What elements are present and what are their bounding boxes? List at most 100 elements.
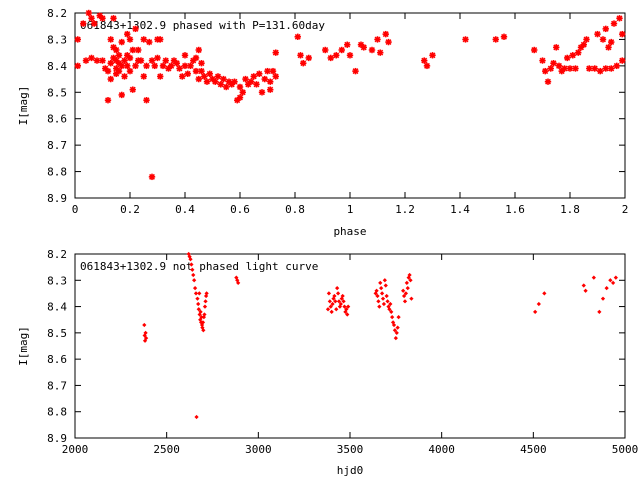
data-point bbox=[157, 73, 164, 80]
data-point bbox=[610, 20, 618, 27]
data-point bbox=[294, 33, 301, 40]
data-point-stroke bbox=[569, 52, 576, 59]
data-point bbox=[140, 73, 147, 80]
data-point bbox=[194, 414, 199, 420]
data-point bbox=[104, 67, 112, 75]
data-point bbox=[236, 83, 244, 91]
data-point-stroke bbox=[374, 36, 381, 43]
data-point bbox=[581, 283, 586, 288]
data-point-stroke bbox=[338, 47, 345, 53]
data-point-stroke bbox=[360, 44, 367, 51]
data-point bbox=[610, 280, 616, 286]
data-point bbox=[368, 46, 376, 54]
data-point bbox=[236, 280, 241, 286]
data-point-stroke bbox=[300, 60, 307, 67]
data-point-stroke bbox=[85, 10, 92, 16]
data-point bbox=[346, 52, 354, 59]
x-tick-label: 5000 bbox=[612, 443, 639, 456]
data-point-stroke bbox=[619, 57, 626, 64]
data-point bbox=[110, 15, 117, 22]
y-tick-label: 8.6 bbox=[47, 353, 67, 366]
data-point bbox=[272, 49, 279, 56]
data-point-stroke bbox=[149, 173, 155, 180]
x-tick-label: 1.8 bbox=[560, 203, 580, 216]
data-point-stroke bbox=[113, 47, 120, 53]
data-point bbox=[338, 46, 345, 54]
data-point bbox=[345, 312, 350, 317]
data-point bbox=[107, 60, 114, 67]
x-tick-label: 0 bbox=[72, 203, 79, 216]
data-point-stroke bbox=[88, 54, 95, 61]
data-point-stroke bbox=[382, 31, 389, 38]
data-point bbox=[168, 62, 175, 70]
data-point bbox=[247, 78, 255, 85]
data-point bbox=[374, 36, 381, 43]
data-point bbox=[335, 291, 341, 296]
data-point bbox=[344, 307, 349, 312]
data-point-stroke bbox=[267, 78, 274, 85]
data-point-stroke bbox=[250, 73, 257, 80]
data-point bbox=[261, 75, 268, 83]
y-tick-label: 8.6 bbox=[47, 113, 67, 126]
data-point bbox=[408, 278, 413, 283]
data-point-stroke bbox=[157, 36, 164, 43]
data-point-stroke bbox=[168, 62, 175, 69]
data-point bbox=[272, 73, 279, 80]
data-point bbox=[403, 291, 409, 296]
data-point bbox=[569, 52, 576, 59]
data-point bbox=[604, 286, 609, 291]
data-point bbox=[334, 307, 339, 312]
data-point-stroke bbox=[140, 73, 147, 80]
data-point-stroke bbox=[124, 52, 131, 59]
data-point bbox=[328, 304, 333, 309]
data-point bbox=[129, 46, 136, 54]
data-point bbox=[129, 86, 136, 93]
y-tick-label: 8.2 bbox=[47, 7, 67, 20]
data-point bbox=[613, 275, 618, 280]
data-point bbox=[332, 293, 337, 299]
data-point bbox=[338, 301, 343, 307]
data-point-stroke bbox=[173, 60, 180, 67]
data-point-stroke bbox=[162, 57, 169, 64]
data-point bbox=[115, 67, 123, 75]
data-point bbox=[553, 44, 560, 51]
x-tick-label: 4000 bbox=[428, 443, 455, 456]
data-point bbox=[214, 73, 222, 80]
x-tick-label: 0.8 bbox=[285, 203, 305, 216]
data-point-stroke bbox=[124, 31, 131, 38]
data-point bbox=[191, 272, 196, 278]
data-point-stroke bbox=[201, 73, 208, 80]
data-point-stroke bbox=[124, 62, 131, 69]
data-point bbox=[547, 65, 554, 72]
data-point-stroke bbox=[129, 86, 136, 93]
data-point bbox=[329, 309, 334, 314]
data-point-stroke bbox=[377, 49, 384, 56]
chart-title: 061843+1302.9 not phased light curve bbox=[80, 260, 318, 273]
data-point bbox=[382, 30, 389, 38]
data-point bbox=[305, 54, 312, 62]
data-point-stroke bbox=[105, 97, 111, 104]
data-point-stroke bbox=[110, 15, 117, 22]
data-point-stroke bbox=[305, 54, 312, 61]
data-point bbox=[586, 65, 593, 72]
data-point-stroke bbox=[575, 49, 582, 56]
data-point-stroke bbox=[116, 60, 122, 67]
data-point-stroke bbox=[179, 73, 186, 80]
data-point bbox=[575, 49, 582, 56]
data-point-stroke bbox=[586, 65, 593, 72]
data-point bbox=[118, 91, 125, 99]
data-point bbox=[583, 36, 590, 43]
data-point-stroke bbox=[138, 57, 144, 64]
x-tick-label: 1.2 bbox=[395, 203, 415, 216]
data-point bbox=[391, 322, 397, 328]
data-point bbox=[336, 299, 342, 304]
data-point bbox=[196, 301, 201, 307]
data-point bbox=[74, 36, 81, 43]
data-point-stroke bbox=[564, 54, 571, 61]
data-point bbox=[223, 83, 230, 91]
data-point bbox=[378, 280, 383, 286]
data-point-stroke bbox=[237, 94, 243, 101]
data-point bbox=[330, 301, 335, 307]
data-point bbox=[401, 288, 406, 293]
